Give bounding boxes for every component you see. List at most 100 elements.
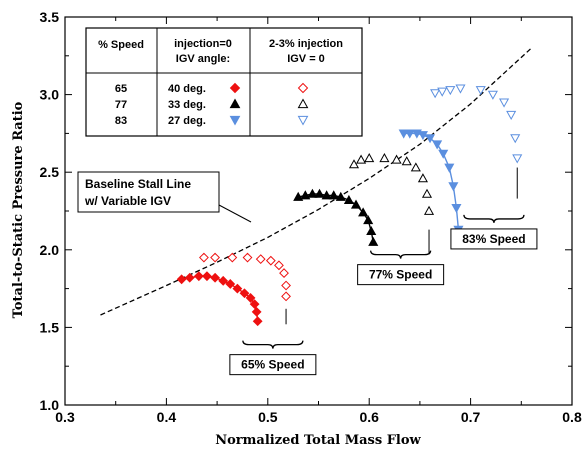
data-point (293, 191, 304, 201)
data-point (506, 110, 517, 121)
data-point (487, 90, 498, 100)
data-point (252, 316, 263, 327)
data-point (343, 194, 354, 204)
y-tick-label: 1.0 (40, 397, 60, 413)
stall-label-pointer (218, 204, 252, 223)
data-point (455, 84, 466, 94)
data-point (510, 134, 521, 144)
data-point (314, 188, 325, 198)
data-point (364, 153, 375, 163)
legend-marker-open (297, 115, 309, 126)
legend-row-angle: 27 deg. (168, 115, 206, 127)
data-point (379, 153, 390, 163)
data-point (227, 252, 238, 263)
series-83-no-injection (398, 129, 464, 235)
legend-marker-open (297, 82, 309, 94)
annotation-text: 77% Speed (369, 268, 432, 282)
legend-header-injection0: injection=0 (174, 38, 232, 50)
legend-marker-filled (229, 98, 241, 109)
data-point (410, 162, 421, 172)
speed-annotation: 83% Speed (450, 214, 538, 250)
legend-header-injection23: 2-3% injection (269, 38, 343, 50)
data-point (368, 236, 379, 246)
legend-header-speed: % Speed (98, 39, 144, 51)
data-point (321, 190, 332, 200)
data-point (430, 89, 441, 99)
data-point (210, 252, 220, 263)
data-point (239, 288, 250, 299)
series-line (298, 193, 374, 243)
data-point (328, 190, 339, 200)
legend-marker-filled (229, 82, 241, 94)
x-tick-label: 0.8 (562, 409, 582, 425)
x-tick-label: 0.6 (359, 409, 379, 425)
y-tick-label: 3.5 (40, 9, 60, 25)
legend-marker-open (297, 98, 309, 109)
data-point (421, 188, 433, 198)
data-point (307, 188, 318, 198)
annotation-box (229, 354, 317, 376)
data-point (281, 291, 291, 302)
data-point (242, 252, 253, 263)
data-point (184, 272, 195, 283)
data-point (232, 283, 243, 294)
data-point (193, 271, 204, 282)
data-point (438, 149, 449, 159)
y-tick-label: 3.0 (40, 87, 60, 103)
speed-annotation: 65% Speed (229, 340, 317, 376)
data-point (417, 131, 428, 141)
axis-ticks: 0.3 0.4 0.5 0.6 0.7 0.8 1.0 1.5 2.0 2.5 3.0 3.5 (40, 9, 582, 425)
data-series (176, 84, 523, 327)
legend-row-angle: 40 deg. (168, 83, 206, 95)
data-point (225, 279, 236, 289)
series-77-no-injection (293, 188, 379, 246)
data-point (176, 274, 187, 285)
legend-row-angle: 33 deg. (168, 99, 206, 111)
y-tick-label: 2.0 (40, 242, 60, 258)
data-point (398, 129, 409, 139)
speed-annotations: 65% Speed 77% Speed 83% Speed (229, 167, 538, 376)
data-point (424, 134, 436, 144)
stall-line-label: Baseline Stall Line w/ Variable IGV (77, 171, 252, 223)
data-point (445, 86, 456, 96)
data-point (444, 163, 455, 173)
data-point (249, 299, 260, 310)
data-point (245, 293, 256, 303)
data-point (358, 207, 369, 217)
x-tick-label: 0.3 (55, 409, 75, 425)
data-point (251, 306, 262, 317)
data-point (274, 260, 284, 271)
data-point (423, 205, 435, 215)
y-tick-label: 1.5 (40, 319, 60, 335)
annotation-brace (369, 250, 432, 259)
data-point (417, 173, 428, 183)
data-point (451, 204, 462, 214)
data-point (300, 190, 311, 200)
series-77-injection (348, 153, 435, 215)
data-point (475, 86, 486, 96)
series-83-injection (430, 84, 523, 164)
data-point (335, 191, 346, 201)
data-point (432, 140, 443, 150)
annotation-box (357, 264, 445, 286)
data-point (499, 98, 510, 108)
annotation-box (450, 228, 538, 250)
x-tick-label: 0.5 (258, 409, 278, 425)
data-point (391, 154, 402, 164)
legend-row-speed: 77 (115, 99, 127, 111)
data-point (279, 268, 289, 278)
data-point (350, 199, 362, 209)
legend-row-speed: 65 (115, 83, 127, 95)
data-point (404, 129, 415, 139)
legend-row-speed: 83 (115, 115, 127, 127)
legend-table: % Speed injection=0 IGV angle: 2-3% inje… (85, 27, 363, 137)
x-axis-title: Normalized Total Mass Flow (215, 433, 421, 448)
stall-label-line2: w/ Variable IGV (84, 194, 171, 208)
annotation-brace (242, 340, 304, 349)
x-tick-label: 0.4 (157, 409, 177, 425)
series-65-injection (199, 252, 291, 302)
data-point (437, 87, 448, 97)
legend-markers (229, 82, 309, 126)
series-65-no-injection (176, 271, 263, 327)
